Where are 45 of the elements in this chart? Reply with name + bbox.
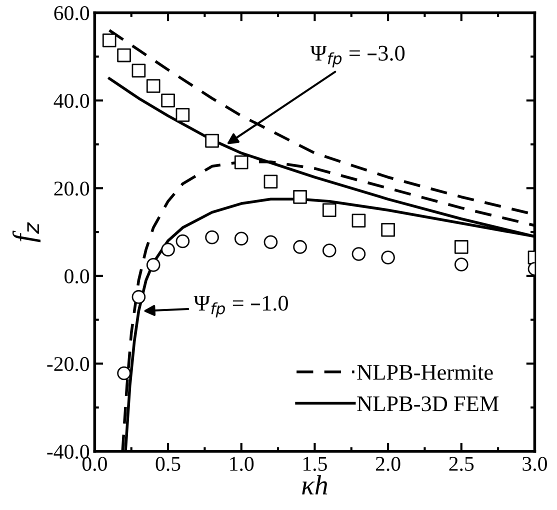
point (322, 244, 336, 258)
point (146, 79, 160, 93)
point (132, 290, 146, 304)
point (293, 190, 307, 204)
point (352, 214, 366, 228)
x-axis-title: κh (302, 475, 328, 494)
x-tick-label: 1.5 (304, 456, 327, 471)
point (322, 203, 336, 218)
x-tick-label: 2.5 (449, 456, 474, 471)
point (176, 234, 190, 248)
x-tick-label: 1.0 (230, 456, 254, 471)
point (205, 134, 219, 148)
point (205, 230, 219, 244)
x-tick-label: 0.0 (82, 456, 107, 471)
point (161, 242, 175, 256)
y-tick-label: 0.0 (64, 269, 90, 284)
legend-label: NLPB-Hermite (357, 364, 493, 380)
x-tick-label: 3.0 (522, 456, 547, 471)
point (454, 240, 468, 254)
point (352, 247, 366, 261)
y-tick-label: 40.0 (54, 94, 90, 108)
annotation: Ψ$_{fp}$ = –3.0 (310, 46, 405, 68)
point (176, 108, 190, 122)
point (234, 155, 248, 170)
legend-label: NLPB-3D FEM (357, 396, 499, 412)
x-tick-label: 0.5 (156, 456, 180, 471)
point (381, 222, 395, 237)
y-tick-label: -20.0 (47, 357, 90, 372)
point (293, 240, 307, 254)
x-tick-label: 2.0 (376, 456, 400, 471)
point (264, 235, 278, 250)
annotation: Ψ$_{fp}$ = –1.0 (194, 296, 288, 318)
y-tick-label: -40.0 (47, 444, 90, 459)
point (102, 33, 116, 48)
point (234, 232, 248, 246)
y-tick-label: 20.0 (54, 182, 90, 196)
point (161, 94, 175, 108)
point (117, 48, 131, 62)
point (146, 258, 160, 272)
y-tick-label: 60.0 (54, 6, 90, 20)
point (132, 64, 146, 78)
point (264, 174, 278, 189)
point (381, 250, 395, 264)
point (454, 258, 468, 272)
y-axis-title: f$_{z}$ (12, 222, 40, 242)
